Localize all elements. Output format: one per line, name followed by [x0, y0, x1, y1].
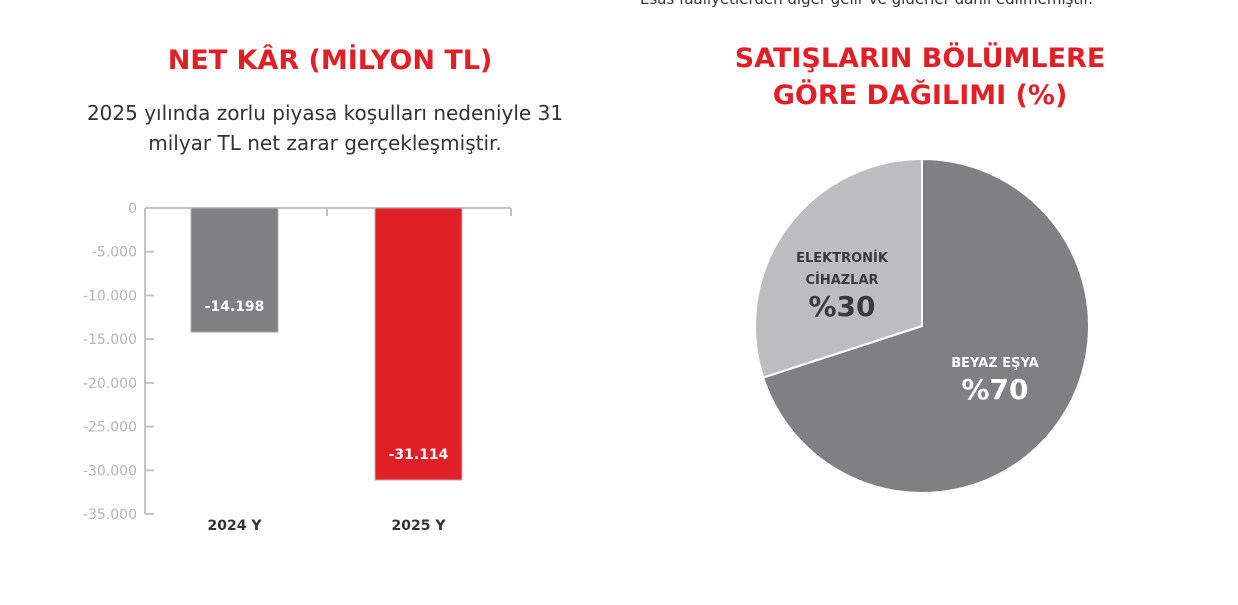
- pie-percent: %30: [808, 290, 875, 323]
- bar-chart-title: NET KÂR (MİLYON TL): [167, 45, 493, 76]
- bar-2024Y: [190, 207, 279, 333]
- bar-2025Y: [374, 207, 463, 481]
- footnote: Esas faaliyetlerden diğer gelir ve gider…: [640, 0, 1093, 8]
- pie-slice-electronics: [754, 157, 923, 379]
- y-tick-label: -30.000: [83, 463, 137, 479]
- pie-percent: %70: [961, 373, 1028, 406]
- pie-slice-white-goods: [761, 157, 1090, 494]
- y-tick-label: -15.000: [83, 332, 137, 348]
- y-tick-label: -35.000: [83, 507, 137, 523]
- x-tick-label: 2024 Y: [208, 518, 263, 534]
- y-tick-label: -25.000: [83, 420, 137, 436]
- bar-chart-subtitle: 2025 yılında zorlu piyasa koşulları nede…: [86, 101, 564, 155]
- bar-data-label: -31.114: [389, 447, 449, 463]
- y-tick-label: -10.000: [83, 288, 137, 304]
- pie-chart-title: SATIŞLARIN BÖLÜMLERE GÖRE DAĞILIMI (%): [734, 43, 1106, 111]
- x-tick-label: 2025 Y: [392, 518, 447, 534]
- y-tick-label: -20.000: [83, 376, 137, 392]
- bar-data-label: -14.198: [205, 299, 265, 315]
- y-tick-label: 0: [128, 201, 137, 217]
- pie-label: ELEKTRONİK: [796, 250, 889, 266]
- pie-label: CİHAZLAR: [805, 272, 878, 288]
- pie-label: BEYAZ EŞYA: [951, 356, 1038, 371]
- y-tick-label: -5.000: [92, 245, 137, 261]
